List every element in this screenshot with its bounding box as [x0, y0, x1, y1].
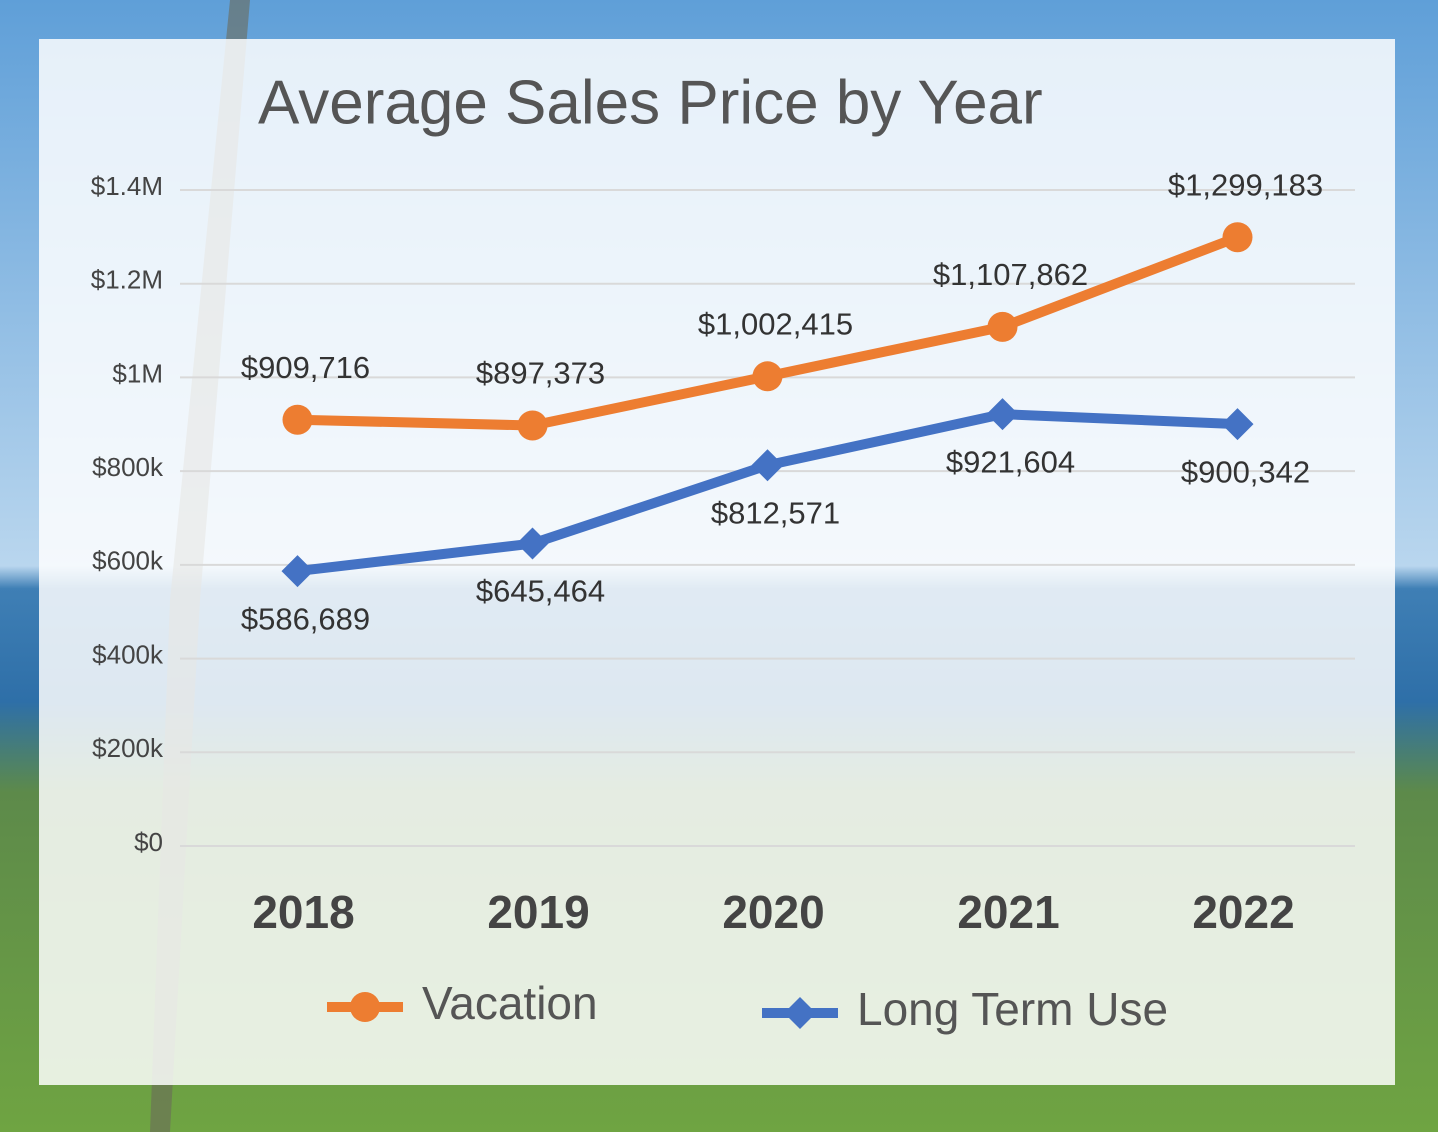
y-tick-label: $0	[134, 827, 163, 857]
y-tick-label: $1.4M	[91, 171, 163, 201]
point	[987, 311, 1018, 342]
x-tick-label: 2019	[487, 886, 589, 938]
value-label: $1,299,183	[1168, 167, 1323, 202]
y-tick-label: $600k	[92, 546, 164, 576]
point	[516, 527, 549, 560]
point	[751, 449, 784, 482]
legend-label: Vacation	[422, 977, 598, 1029]
value-label: $812,571	[711, 495, 840, 530]
x-tick-label: 2020	[722, 886, 824, 938]
legend-marker	[784, 997, 816, 1029]
y-tick-label: $400k	[92, 639, 164, 669]
y-tick-label: $800k	[92, 452, 164, 482]
legend-marker	[350, 992, 380, 1022]
point	[281, 555, 314, 588]
point	[1221, 408, 1254, 441]
point	[986, 398, 1019, 431]
point	[752, 361, 783, 392]
y-tick-label: $1.2M	[91, 265, 163, 295]
y-tick-label: $1M	[112, 358, 163, 388]
value-label: $1,002,415	[698, 306, 853, 341]
x-tick-label: 2022	[1192, 886, 1294, 938]
value-label: $921,604	[946, 444, 1075, 479]
value-label: $909,716	[241, 350, 370, 385]
y-tick-label: $200k	[92, 733, 164, 763]
value-label: $897,373	[476, 356, 605, 391]
legend-label: Long Term Use	[857, 983, 1168, 1035]
point	[517, 410, 548, 441]
point	[282, 404, 313, 435]
value-label: $1,107,862	[933, 257, 1088, 292]
value-label: $586,689	[241, 601, 370, 636]
value-label: $900,342	[1181, 454, 1310, 489]
x-tick-label: 2018	[252, 886, 354, 938]
point	[1222, 222, 1253, 253]
x-tick-label: 2021	[957, 886, 1059, 938]
value-label: $645,464	[476, 574, 605, 609]
panel	[39, 39, 1395, 1085]
chart-title: Average Sales Price by Year	[258, 68, 1043, 137]
